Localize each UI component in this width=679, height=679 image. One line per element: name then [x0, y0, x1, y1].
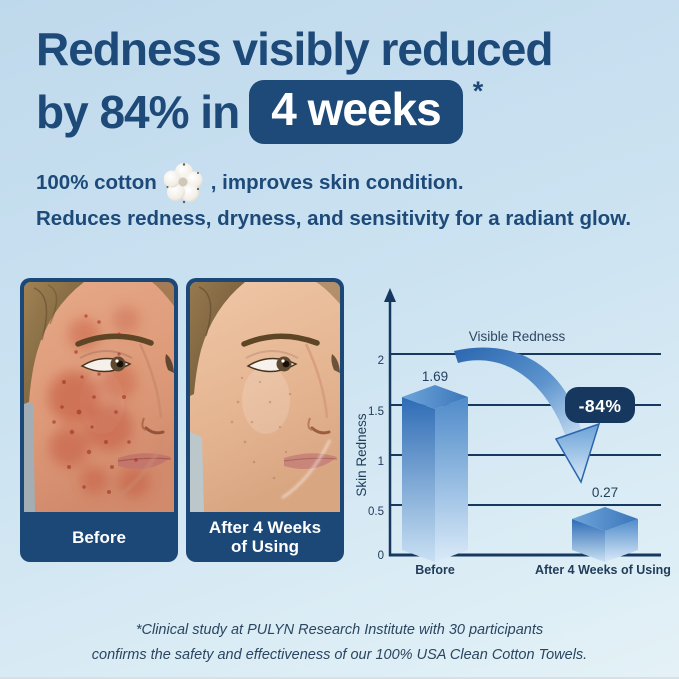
reduction-badge: [565, 387, 635, 423]
after-photo-card: After 4 Weeks of Using: [186, 278, 344, 562]
tick-0_5: 0.5: [368, 506, 384, 518]
curved-down-arrow-icon: [454, 347, 601, 484]
subtext-line1-pre: 100% cotton: [36, 171, 157, 194]
subtext-line1: 100% cotton , improves skin: [36, 160, 631, 206]
four-weeks-highlight-box: 4 weeks: [249, 80, 463, 144]
after-label-banner: After 4 Weeks of Using: [186, 512, 344, 562]
headline-line2: by 84% in 4 weeks *: [36, 76, 483, 144]
after-face-illustration: [190, 282, 340, 512]
axis-up-arrow-icon: [384, 288, 396, 302]
redness-patches: [48, 306, 150, 498]
footnote-line2: confirms the safety and effectiveness of…: [91, 647, 588, 663]
reduction-badge-label: -84%: [579, 396, 622, 416]
y-tick-labels: 2 1.5 1 0.5 0: [368, 355, 384, 562]
bar-before-value: 1.69: [422, 369, 448, 384]
tick-2: 2: [378, 355, 384, 367]
tick-1: 1: [378, 456, 384, 468]
bar-after-value: 0.27: [592, 485, 618, 500]
y-axis-label: Skin Redness: [355, 413, 369, 497]
headline-line1: Redness visibly reduced: [36, 23, 553, 75]
before-face-illustration: [24, 282, 174, 512]
after-label-line2: of Using: [231, 537, 299, 556]
redness-spots: [52, 314, 138, 494]
after-photo: [190, 282, 340, 512]
x-label-after: After 4 Weeks of Using: [535, 563, 671, 577]
bar-after: [572, 507, 638, 562]
footnote-asterisk: *: [472, 76, 483, 106]
subtext-block: 100% cotton , improves skin: [36, 160, 631, 231]
before-label: Before: [72, 527, 126, 547]
subtext-line1-post: , improves skin condition.: [210, 171, 464, 194]
before-photo: [24, 282, 174, 512]
redness-bar-chart: Visible Redness Skin Redness 2 1.5 1 0.5…: [355, 288, 671, 577]
footnote-line1: *Clinical study at PULYN Research Instit…: [135, 622, 544, 638]
subtext-line2: Reduces redness, dryness, and sensitivit…: [36, 207, 632, 230]
before-label-banner: Before: [20, 512, 178, 562]
chart-title: Visible Redness: [469, 329, 566, 344]
x-label-before: Before: [415, 563, 455, 577]
cotton-boll-icon: [163, 163, 203, 204]
after-label-line1: After 4 Weeks: [208, 518, 322, 537]
bar-before: [402, 385, 468, 562]
clinical-footnote: *Clinical study at PULYN Research Instit…: [20, 618, 659, 668]
tick-0: 0: [378, 550, 384, 562]
headline-line2-prefix: by 84% in: [36, 86, 240, 138]
before-photo-card: Before: [20, 278, 178, 562]
bottom-edge-divider: [0, 677, 679, 679]
freckles: [230, 376, 292, 480]
tick-1_5: 1.5: [368, 406, 384, 418]
